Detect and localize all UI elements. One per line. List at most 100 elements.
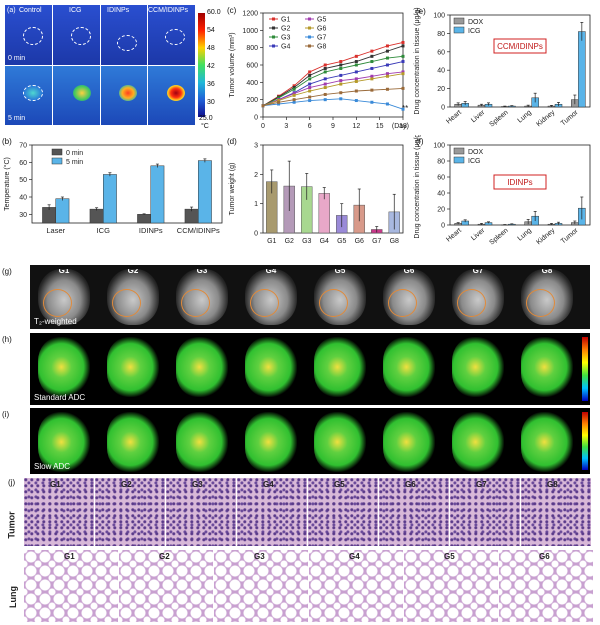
data-point-G4	[370, 66, 374, 70]
data-point-G4	[401, 60, 405, 64]
group-label: G2	[159, 552, 170, 561]
data-point-G5	[323, 82, 327, 86]
legend-swatch	[453, 156, 465, 164]
group-label: G8	[547, 480, 558, 489]
data-point-G7	[339, 97, 343, 101]
tumor-region-outline	[181, 288, 210, 317]
adc-tile	[38, 412, 90, 472]
data-point-G2	[339, 63, 343, 67]
tumor-histology-image: G7	[450, 478, 520, 546]
tumor-region-outline	[43, 288, 72, 317]
data-point-G7	[323, 98, 327, 102]
x-tick-label: Liver	[470, 109, 487, 125]
data-point-G8	[370, 88, 374, 92]
panel-h: (h) Standard ADC	[2, 333, 590, 405]
hotspot-icg	[73, 85, 91, 101]
plot-frame	[262, 144, 404, 234]
legend-swatch	[51, 148, 63, 156]
x-tick-label: 9	[331, 123, 335, 130]
lung-histology-image: G5	[404, 550, 498, 622]
data-point-G7	[385, 102, 389, 106]
x-tick-label: G5	[337, 238, 346, 245]
x-tick-label: Lung	[517, 227, 534, 242]
x-tick-label: Heart	[445, 109, 463, 125]
group-label: Control	[19, 7, 42, 14]
x-tick-label: Lung	[517, 109, 534, 124]
panel-label: (j)	[8, 478, 16, 487]
adc-tile	[383, 412, 435, 472]
data-point-G3	[354, 63, 358, 67]
data-point-G7	[277, 102, 281, 106]
x-tick-label: Laser	[46, 226, 65, 235]
series-line-G2	[262, 45, 404, 107]
y-tick-label: 1200	[242, 11, 258, 18]
tumor-region-outline	[319, 288, 348, 317]
adc-tile	[521, 337, 573, 397]
panel-label: (h)	[2, 335, 12, 344]
colorbar-tick: 25.0	[199, 115, 213, 122]
x-tick-label: Kidney	[535, 109, 556, 128]
adc-tile	[452, 337, 504, 397]
data-point-G4	[323, 77, 327, 81]
group-label: G6	[539, 552, 550, 561]
mri-tile: G5	[314, 269, 366, 325]
group-label: G3	[196, 269, 208, 275]
data-point-G8	[385, 87, 389, 91]
data-point-G1	[401, 40, 405, 44]
annotation-label: IDINPs	[507, 178, 532, 187]
data-point-G8	[277, 100, 281, 104]
x-tick-label: G2	[285, 238, 294, 245]
y-tick-label: 60	[437, 49, 445, 56]
row-label: 0 min	[8, 55, 26, 62]
data-point-G2	[370, 54, 374, 58]
chart-e-drug-ccm: (e) 0 20 40 60 80 100 Drug concentration in tis…	[414, 7, 591, 129]
adc-tile	[176, 412, 228, 472]
data-point-G3	[385, 56, 389, 60]
group-label: G2	[121, 480, 132, 489]
data-point-G7	[292, 100, 296, 104]
x-tick-label: 3	[284, 123, 288, 130]
legend-swatch	[453, 147, 465, 155]
tumor-label: Tumor	[6, 511, 17, 539]
legend-label: 5 min	[66, 159, 83, 166]
legend-label: G7	[317, 35, 326, 42]
adc-tile	[107, 412, 159, 472]
group-label: G4	[349, 552, 360, 561]
data-point-G2	[308, 73, 312, 77]
mri-tile: G4	[245, 269, 297, 325]
x-tick-label: 6	[308, 123, 312, 130]
x-tick-label: Liver	[470, 227, 487, 243]
y-tick-label: 80	[437, 31, 445, 38]
lung-histology-image: G2	[119, 550, 213, 622]
y-tick-label: 60	[437, 175, 445, 182]
tumor-region-outline	[526, 288, 555, 317]
data-point-G3	[292, 87, 296, 91]
group-label: ICG	[69, 7, 82, 14]
adc-tile	[521, 412, 573, 472]
data-point-G8	[323, 92, 327, 96]
legend-label: 0 min	[66, 150, 83, 157]
data-point-G3	[277, 96, 281, 100]
y-tick-label: 0	[441, 105, 445, 112]
data-point-G7	[354, 99, 358, 103]
data-point-G5	[354, 77, 358, 81]
plot-frame	[449, 144, 591, 226]
chart-c-tumor-volume: (c) 0 200 400 600 800 1000 1200 Tumor volume (mm…	[227, 6, 409, 130]
data-point-G5	[292, 92, 296, 96]
data-point-G7	[308, 99, 312, 103]
colorbar-tick: 42	[207, 63, 215, 70]
y-tick-label: 0	[254, 231, 258, 238]
lung-histology-image: G1	[24, 550, 118, 622]
y-tick-label: 80	[437, 159, 445, 166]
series-line-G5	[262, 71, 404, 107]
data-point-G5	[370, 74, 374, 78]
x-tick-label: 12	[352, 123, 360, 130]
colorbar-tick: 30	[207, 99, 215, 106]
group-label: G3	[254, 552, 265, 561]
data-point-G1	[385, 44, 389, 48]
group-label: G7	[472, 269, 484, 275]
tumor-histology-image: G3	[166, 478, 236, 546]
data-point-G6	[339, 82, 343, 86]
annotation-label: CCM/IDINPs	[497, 42, 543, 51]
row-caption: Standard ADC	[34, 393, 86, 402]
